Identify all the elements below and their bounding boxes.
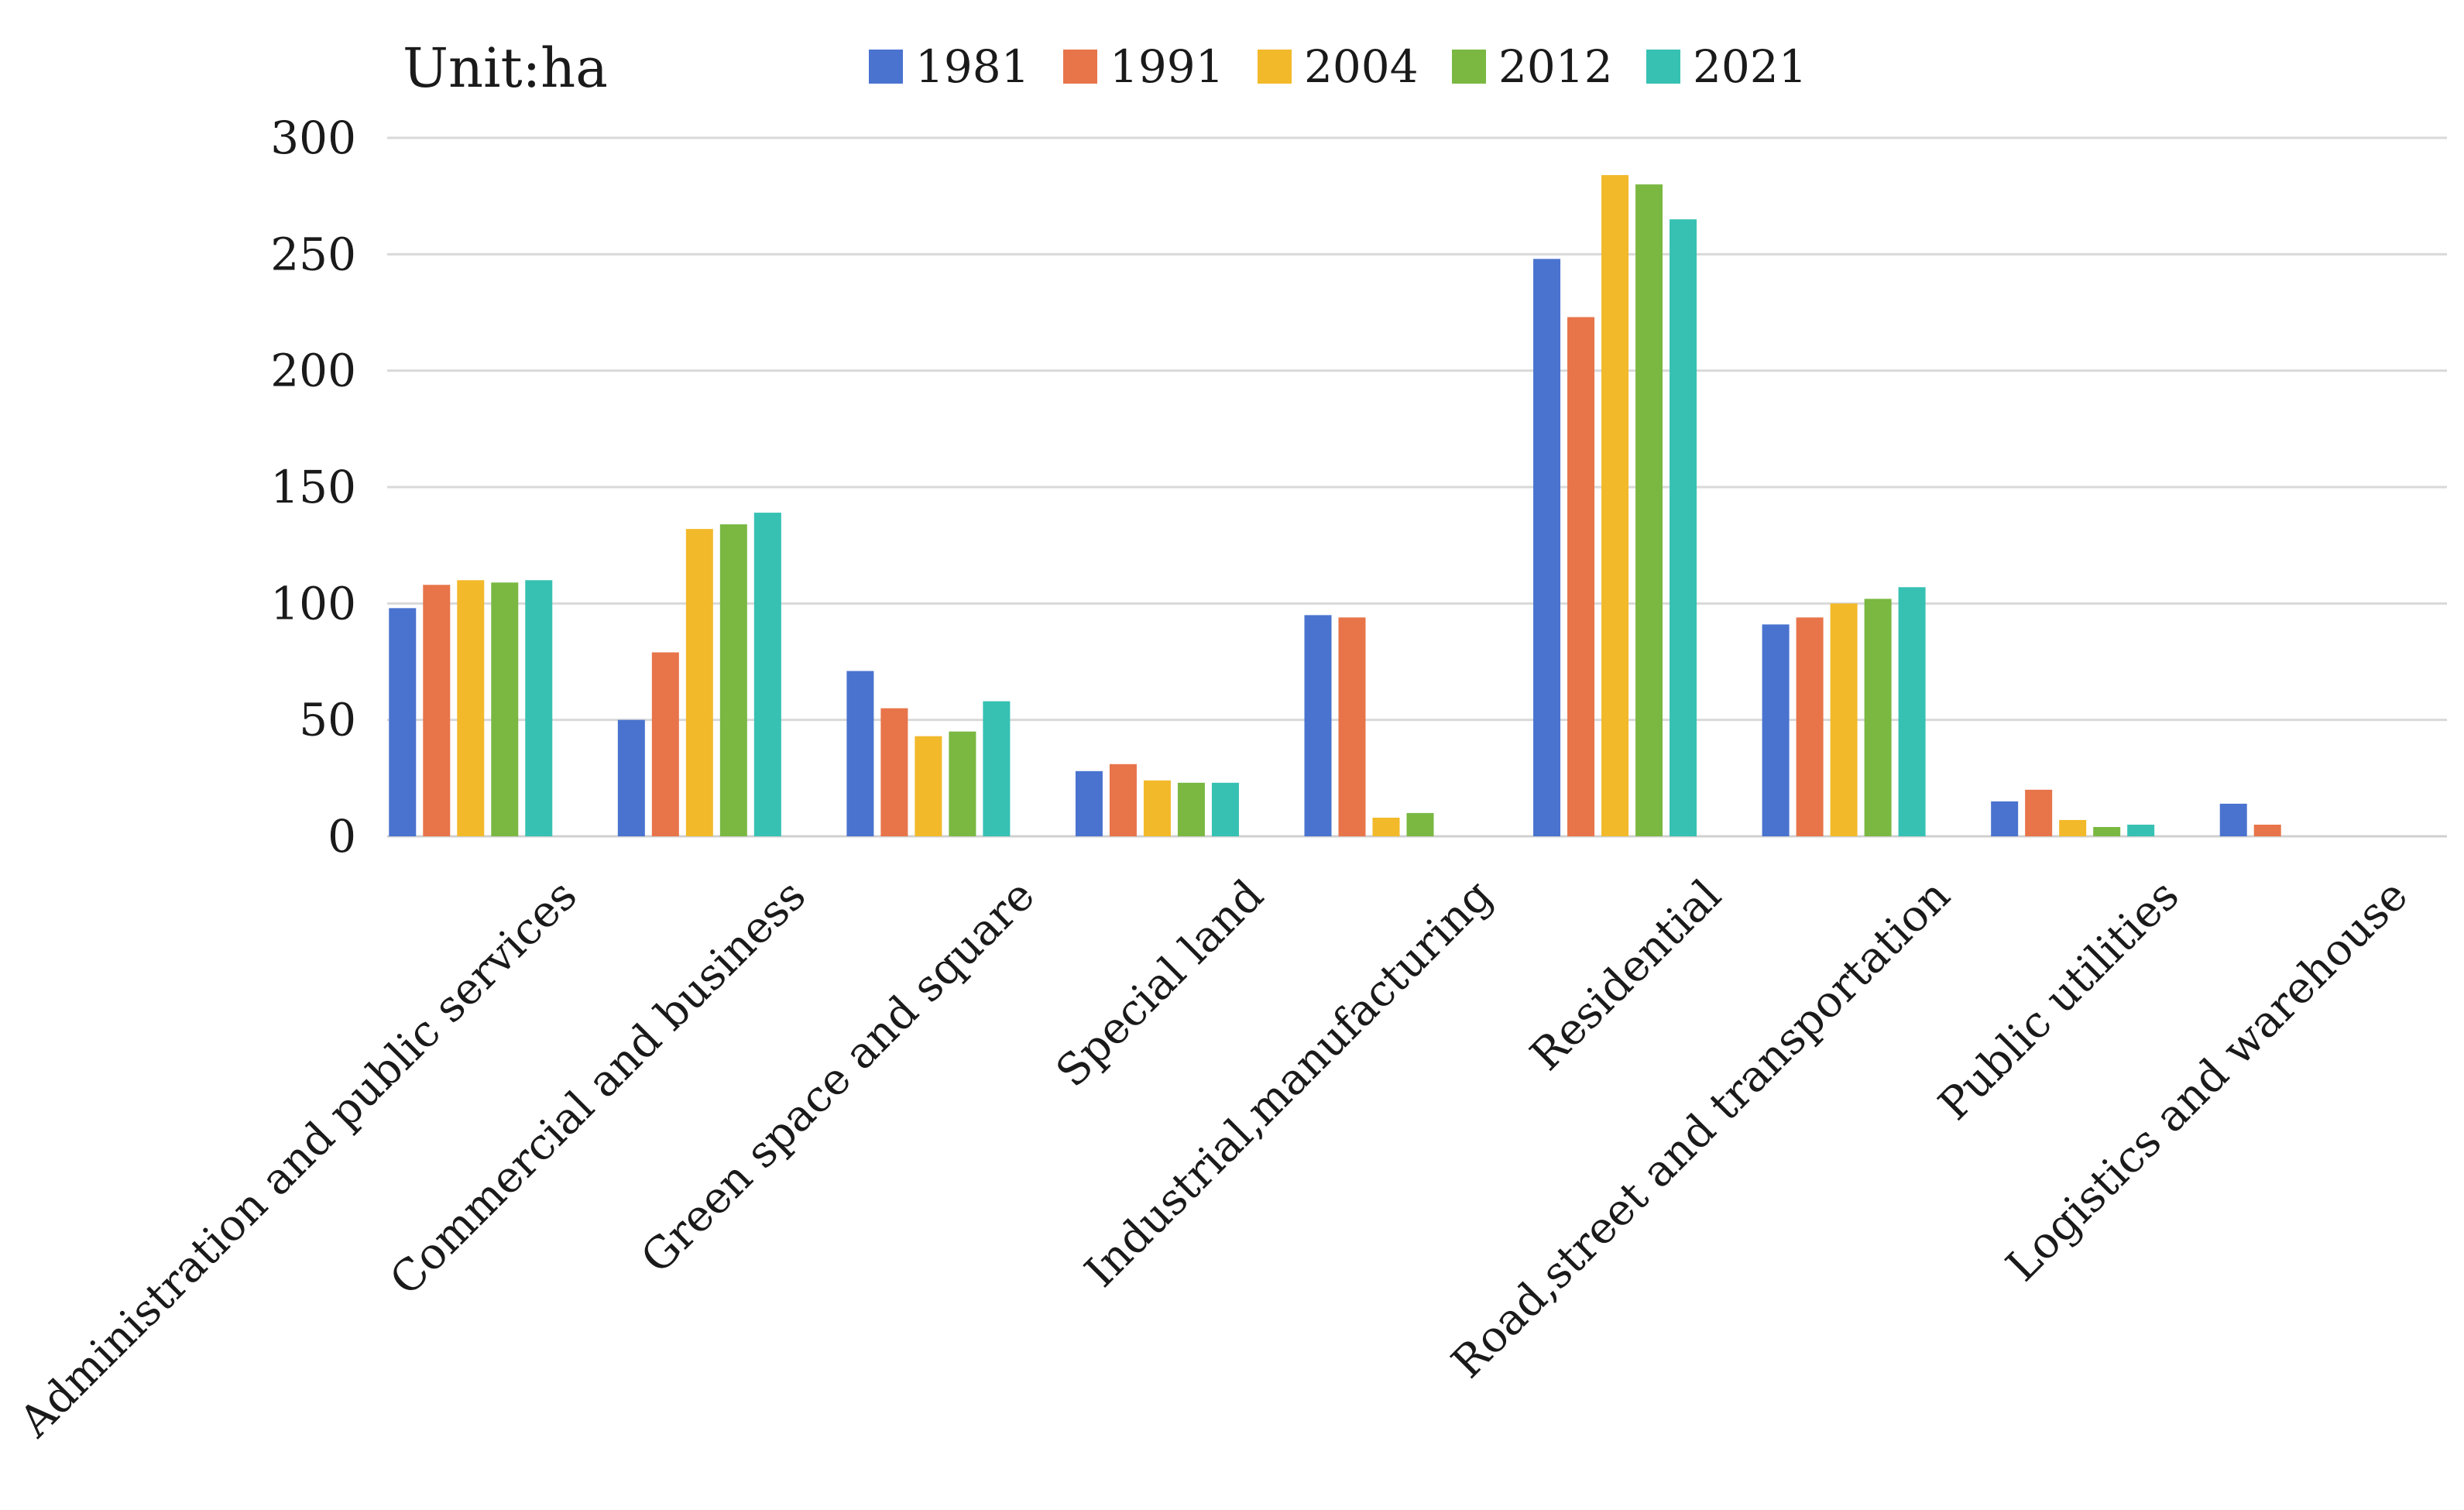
bar-2004-6 bbox=[1830, 603, 1858, 836]
bar-2021-2 bbox=[983, 701, 1011, 836]
legend-swatch-2012 bbox=[1452, 50, 1486, 84]
y-tick-label: 150 bbox=[270, 461, 356, 513]
bar-2012-3 bbox=[1177, 782, 1205, 836]
bar-2021-5 bbox=[1670, 219, 1697, 836]
legend-swatch-1981 bbox=[869, 50, 903, 84]
bars bbox=[389, 175, 2281, 837]
bar-1981-2 bbox=[846, 671, 874, 836]
legend-swatch-2021 bbox=[1646, 50, 1680, 84]
bar-2012-6 bbox=[1864, 599, 1892, 836]
bar-2012-1 bbox=[719, 524, 747, 836]
x-category-label: Residential bbox=[1521, 870, 1731, 1080]
bar-1981-8 bbox=[2219, 803, 2247, 836]
bar-1991-8 bbox=[2253, 824, 2281, 836]
legend-label-2021: 2021 bbox=[1693, 40, 1807, 93]
y-axis-ticks: 0 50 100 150 200 250 300 bbox=[270, 112, 356, 863]
x-category-label: Road,street and transportation bbox=[1442, 870, 1960, 1388]
y-tick-label: 300 bbox=[270, 112, 356, 164]
bar-1991-2 bbox=[880, 708, 908, 836]
bar-1991-4 bbox=[1338, 617, 1366, 836]
bar-2012-2 bbox=[949, 731, 976, 836]
y-tick-label: 50 bbox=[299, 694, 356, 746]
bar-1991-6 bbox=[1796, 617, 1824, 836]
x-category-label: Special land bbox=[1047, 870, 1274, 1097]
x-category-label: Logistics and warehouse bbox=[1997, 870, 2418, 1292]
x-axis-category-labels: Administration and public servicesCommer… bbox=[9, 870, 2418, 1447]
bar-2004-2 bbox=[915, 736, 942, 836]
bar-1981-5 bbox=[1533, 259, 1561, 836]
x-category-label: Industrial,manufacturing bbox=[1076, 870, 1502, 1297]
y-tick-label: 200 bbox=[270, 345, 356, 397]
bar-1981-1 bbox=[617, 719, 645, 836]
legend-label-2012: 2012 bbox=[1498, 40, 1613, 93]
bar-1991-3 bbox=[1109, 764, 1137, 836]
bar-2004-5 bbox=[1601, 175, 1629, 836]
bar-1991-0 bbox=[423, 585, 451, 836]
bar-1981-7 bbox=[1991, 801, 2019, 836]
bar-1981-3 bbox=[1075, 770, 1103, 836]
bar-1991-1 bbox=[651, 652, 679, 836]
y-tick-label: 0 bbox=[328, 810, 356, 863]
bar-2004-4 bbox=[1372, 817, 1400, 836]
bar-1991-7 bbox=[2025, 789, 2053, 836]
bar-2012-4 bbox=[1406, 812, 1434, 836]
x-category-label: Commercial and business bbox=[381, 870, 816, 1306]
bar-2021-7 bbox=[2127, 824, 2155, 836]
y-tick-label: 100 bbox=[270, 577, 356, 630]
bar-2004-3 bbox=[1143, 780, 1171, 836]
legend: 1981 1991 2004 2012 2021 bbox=[869, 40, 1807, 93]
legend-swatch-2004 bbox=[1258, 50, 1292, 84]
bar-2021-1 bbox=[753, 513, 781, 836]
y-tick-label: 250 bbox=[270, 228, 356, 280]
legend-label-1981: 1981 bbox=[915, 40, 1030, 93]
legend-label-2004: 2004 bbox=[1304, 40, 1419, 93]
bar-2021-6 bbox=[1898, 587, 1926, 836]
bar-1981-4 bbox=[1304, 615, 1332, 836]
bar-2012-7 bbox=[2093, 826, 2121, 836]
unit-label: Unit:ha bbox=[403, 36, 608, 100]
bar-1991-5 bbox=[1567, 317, 1595, 837]
bar-1981-6 bbox=[1762, 624, 1790, 836]
bar-2012-5 bbox=[1635, 184, 1663, 837]
x-category-label: Public utilities bbox=[1929, 870, 2188, 1130]
bar-2012-0 bbox=[491, 582, 519, 836]
bar-2021-3 bbox=[1211, 782, 1239, 836]
x-category-label: Green space and square bbox=[632, 870, 1045, 1283]
bar-2004-0 bbox=[457, 580, 485, 836]
bar-1981-0 bbox=[389, 608, 417, 836]
bar-2021-0 bbox=[525, 580, 553, 836]
bar-2004-1 bbox=[685, 529, 713, 836]
legend-swatch-1991 bbox=[1063, 50, 1097, 84]
legend-label-1991: 1991 bbox=[1110, 40, 1224, 93]
bar-2004-7 bbox=[2059, 819, 2087, 836]
